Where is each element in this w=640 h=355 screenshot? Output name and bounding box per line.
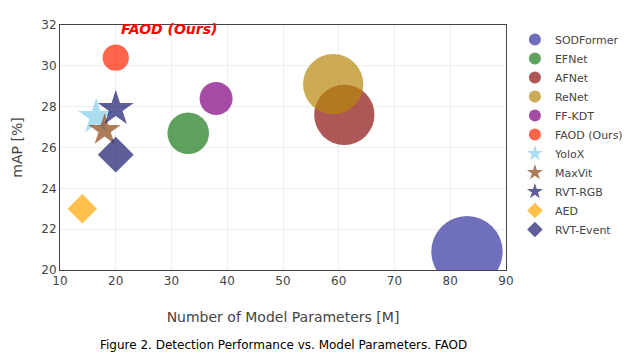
svg-text:mAP [%]: mAP [%] bbox=[9, 117, 25, 177]
svg-text:20: 20 bbox=[108, 274, 123, 288]
svg-text:FAOD (Ours): FAOD (Ours) bbox=[555, 129, 623, 142]
svg-text:Figure 2. Detection Performanc: Figure 2. Detection Performance vs. Mode… bbox=[100, 338, 467, 352]
svg-text:EFNet: EFNet bbox=[555, 53, 588, 66]
svg-text:10: 10 bbox=[52, 274, 67, 288]
svg-text:Number of Model Parameters [M]: Number of Model Parameters [M] bbox=[167, 309, 400, 325]
svg-text:50: 50 bbox=[275, 274, 290, 288]
svg-text:FAOD (Ours): FAOD (Ours) bbox=[121, 21, 217, 37]
svg-text:70: 70 bbox=[387, 274, 402, 288]
svg-text:30: 30 bbox=[41, 59, 56, 73]
svg-text:90: 90 bbox=[498, 274, 513, 288]
svg-text:AFNet: AFNet bbox=[555, 72, 589, 85]
svg-text:22: 22 bbox=[41, 222, 56, 236]
svg-text:ReNet: ReNet bbox=[555, 91, 589, 104]
svg-text:FF-KDT: FF-KDT bbox=[555, 110, 594, 123]
svg-text:60: 60 bbox=[331, 274, 346, 288]
svg-text:30: 30 bbox=[164, 274, 179, 288]
svg-text:AED: AED bbox=[555, 205, 578, 218]
svg-text:80: 80 bbox=[443, 274, 458, 288]
svg-text:26: 26 bbox=[41, 141, 56, 155]
svg-text:28: 28 bbox=[41, 100, 56, 114]
svg-text:YoloX: YoloX bbox=[554, 148, 585, 161]
svg-text:32: 32 bbox=[41, 18, 56, 32]
svg-text:20: 20 bbox=[41, 263, 56, 277]
svg-text:MaxVit: MaxVit bbox=[555, 167, 593, 180]
svg-text:SODFormer: SODFormer bbox=[555, 34, 619, 47]
svg-text:40: 40 bbox=[220, 274, 235, 288]
svg-text:24: 24 bbox=[41, 182, 56, 196]
svg-text:RVT-Event: RVT-Event bbox=[555, 224, 611, 237]
svg-text:RVT-RGB: RVT-RGB bbox=[555, 186, 603, 199]
